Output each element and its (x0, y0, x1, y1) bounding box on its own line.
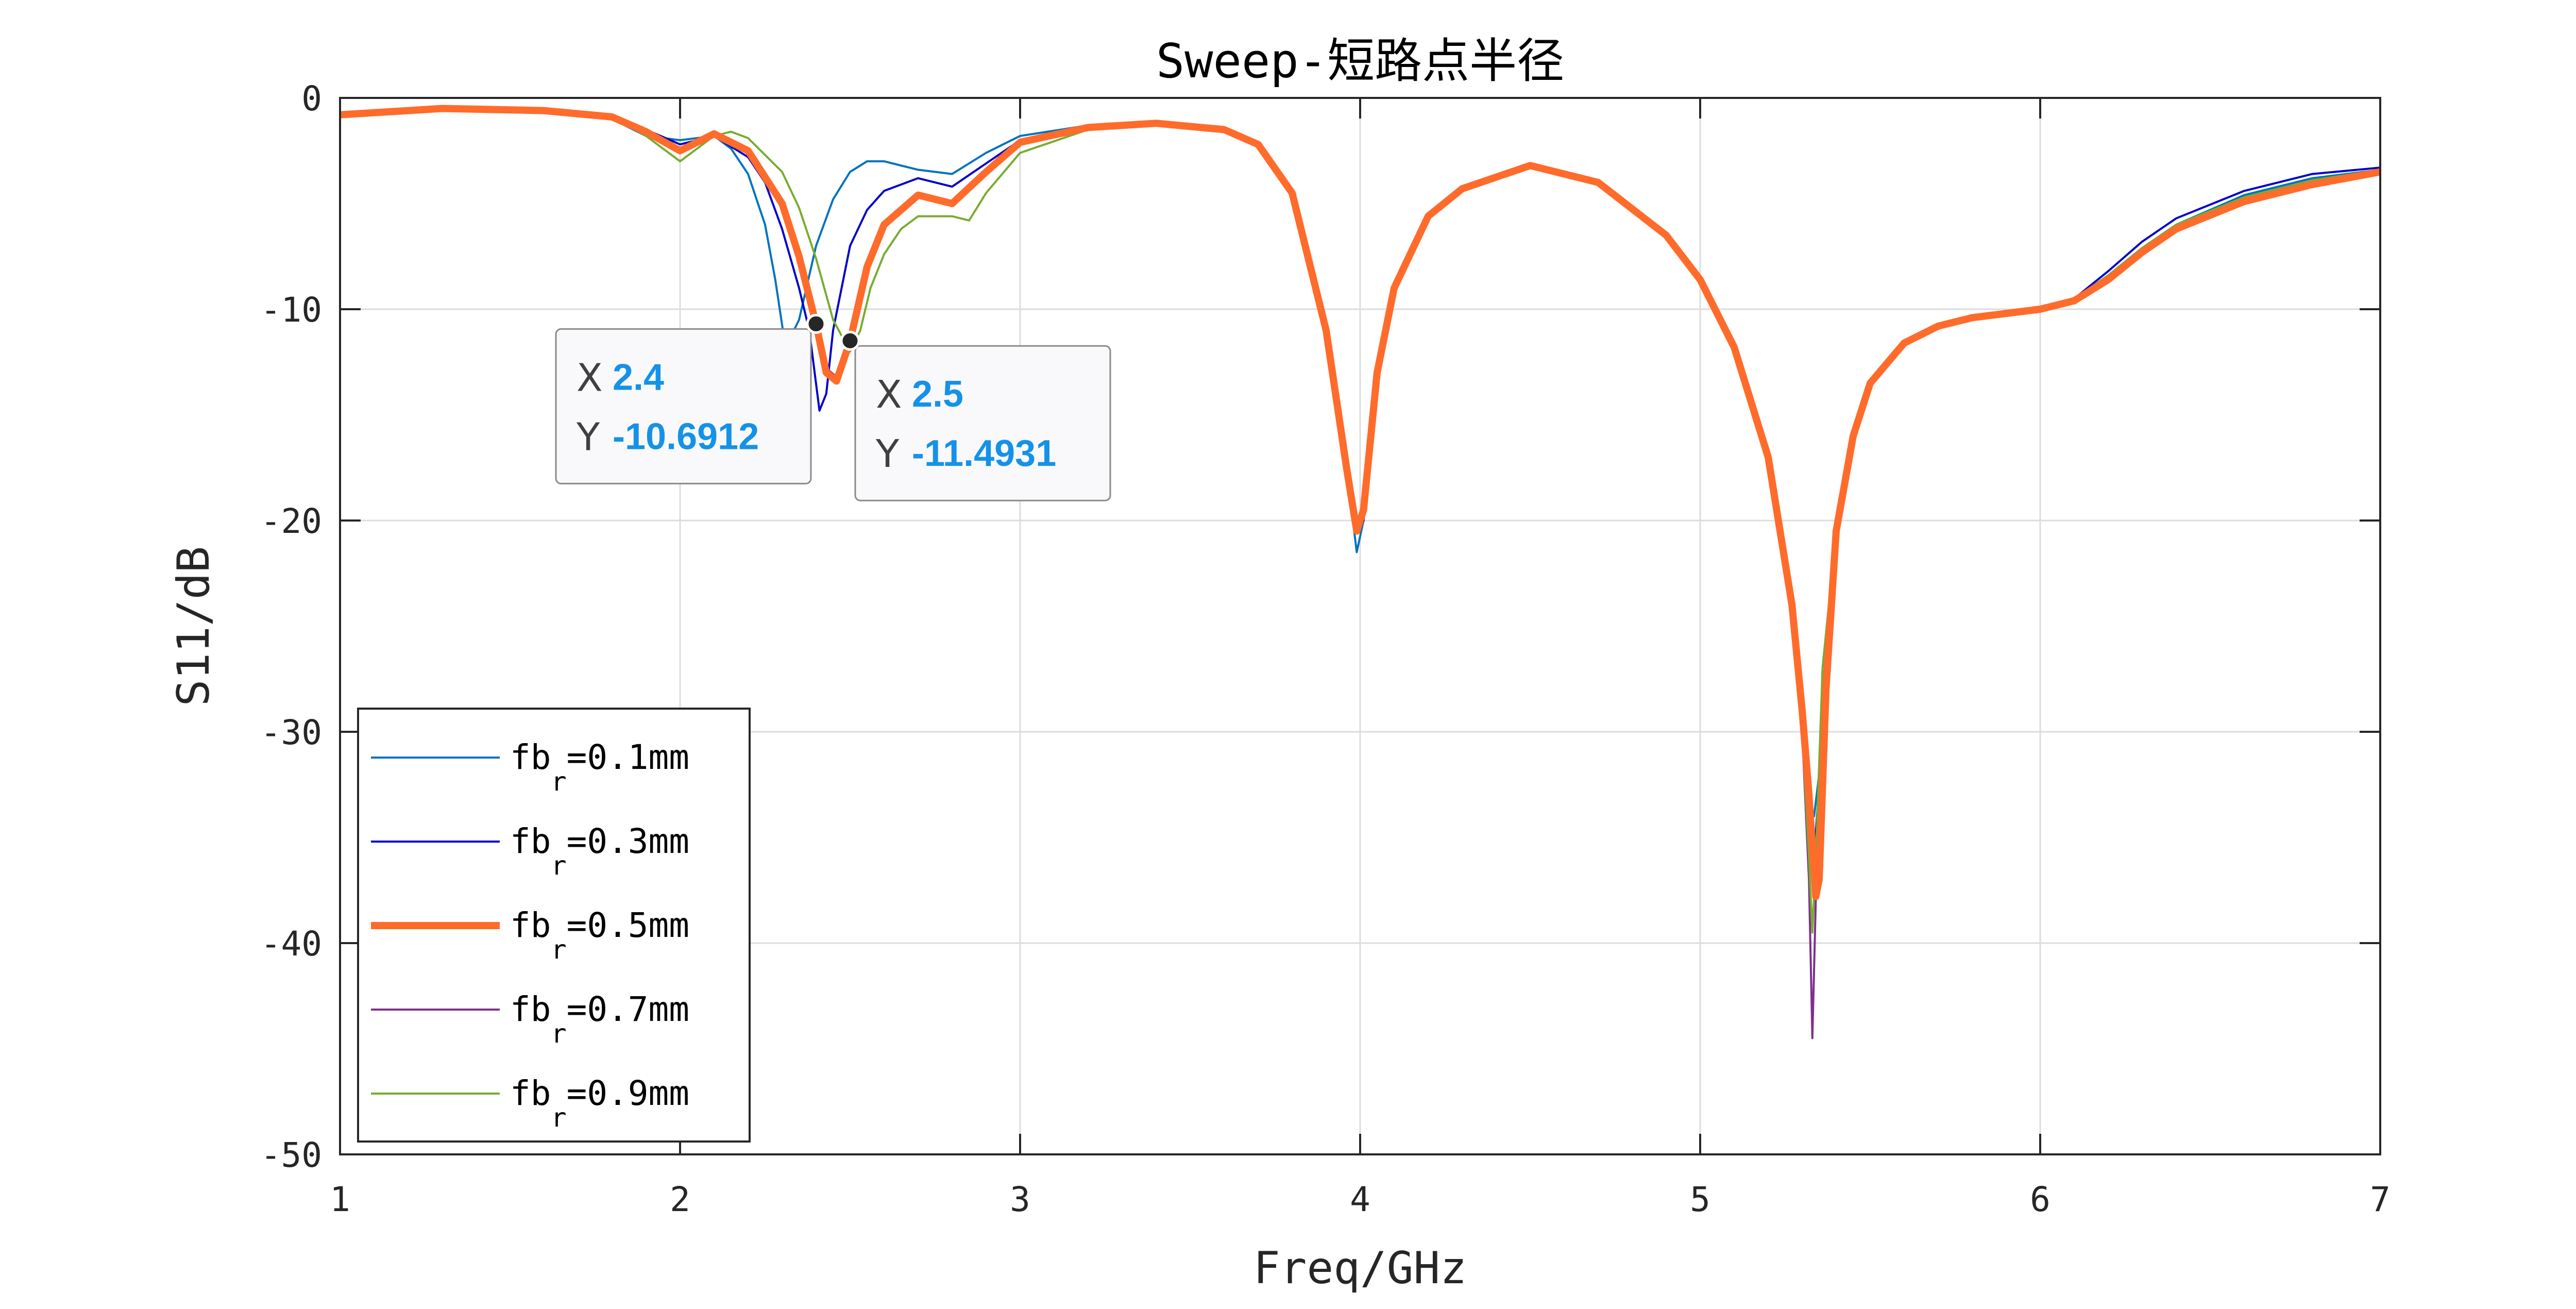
datatip-x-key: X (876, 373, 902, 417)
y-tick-label: -50 (261, 1135, 322, 1175)
datatip-x-value: 2.5 (912, 374, 963, 415)
y-tick-label: -20 (261, 501, 322, 541)
datatip-y-value: -10.6912 (613, 416, 759, 457)
x-tick-label: 3 (1010, 1180, 1030, 1219)
datatip-y-key: Y (576, 415, 600, 459)
chart-title: Sweep-短路点半径 (1156, 33, 1564, 89)
y-tick-label: -30 (261, 713, 322, 752)
legend-entry-label: fbr=0.3mm (510, 821, 689, 881)
x-tick-label: 5 (1690, 1180, 1710, 1219)
tick-labels: 1 2 3 4 5 6 7 0 -10 -20 -30 -40 -50 (261, 79, 2391, 1219)
datatip-marker[interactable] (806, 313, 826, 334)
x-tick-label: 4 (1350, 1180, 1370, 1219)
x-tick-label: 2 (670, 1180, 690, 1219)
legend-entry-label: fbr=0.1mm (510, 737, 689, 797)
axis-ticks (339, 97, 2381, 1155)
datatip-x-key: X (577, 356, 603, 400)
y-tick-label: -10 (261, 290, 322, 330)
legend-entry-label: fbr=0.9mm (510, 1073, 689, 1133)
legend-entry-label: fbr=0.5mm (510, 905, 689, 965)
x-tick-label: 6 (2030, 1180, 2050, 1219)
datatip-x-value: 2.4 (613, 357, 664, 398)
x-axis-label: Freq/GHz (1253, 1243, 1467, 1294)
legend-entry-label: fbr=0.7mm (510, 989, 689, 1049)
y-tick-label: 0 (301, 79, 322, 119)
datatip-box (854, 345, 1111, 501)
datatip-y-value: -11.4931 (912, 433, 1056, 474)
series-layer (340, 105, 2380, 1039)
y-axis-label: S11/dB (168, 546, 219, 707)
x-tick-label: 1 (330, 1180, 350, 1219)
y-tick-label: -40 (261, 924, 322, 964)
series-line-3 (340, 105, 2380, 900)
datatip-y-key: Y (875, 432, 900, 476)
x-tick-label: 7 (2370, 1180, 2391, 1219)
legend: fbr=0.1mm fbr=0.3mm fbr=0.5mm fbr=0.7mm fbr=… (357, 708, 751, 1143)
datatip-marker[interactable] (840, 330, 860, 351)
datatip-box (555, 328, 812, 484)
